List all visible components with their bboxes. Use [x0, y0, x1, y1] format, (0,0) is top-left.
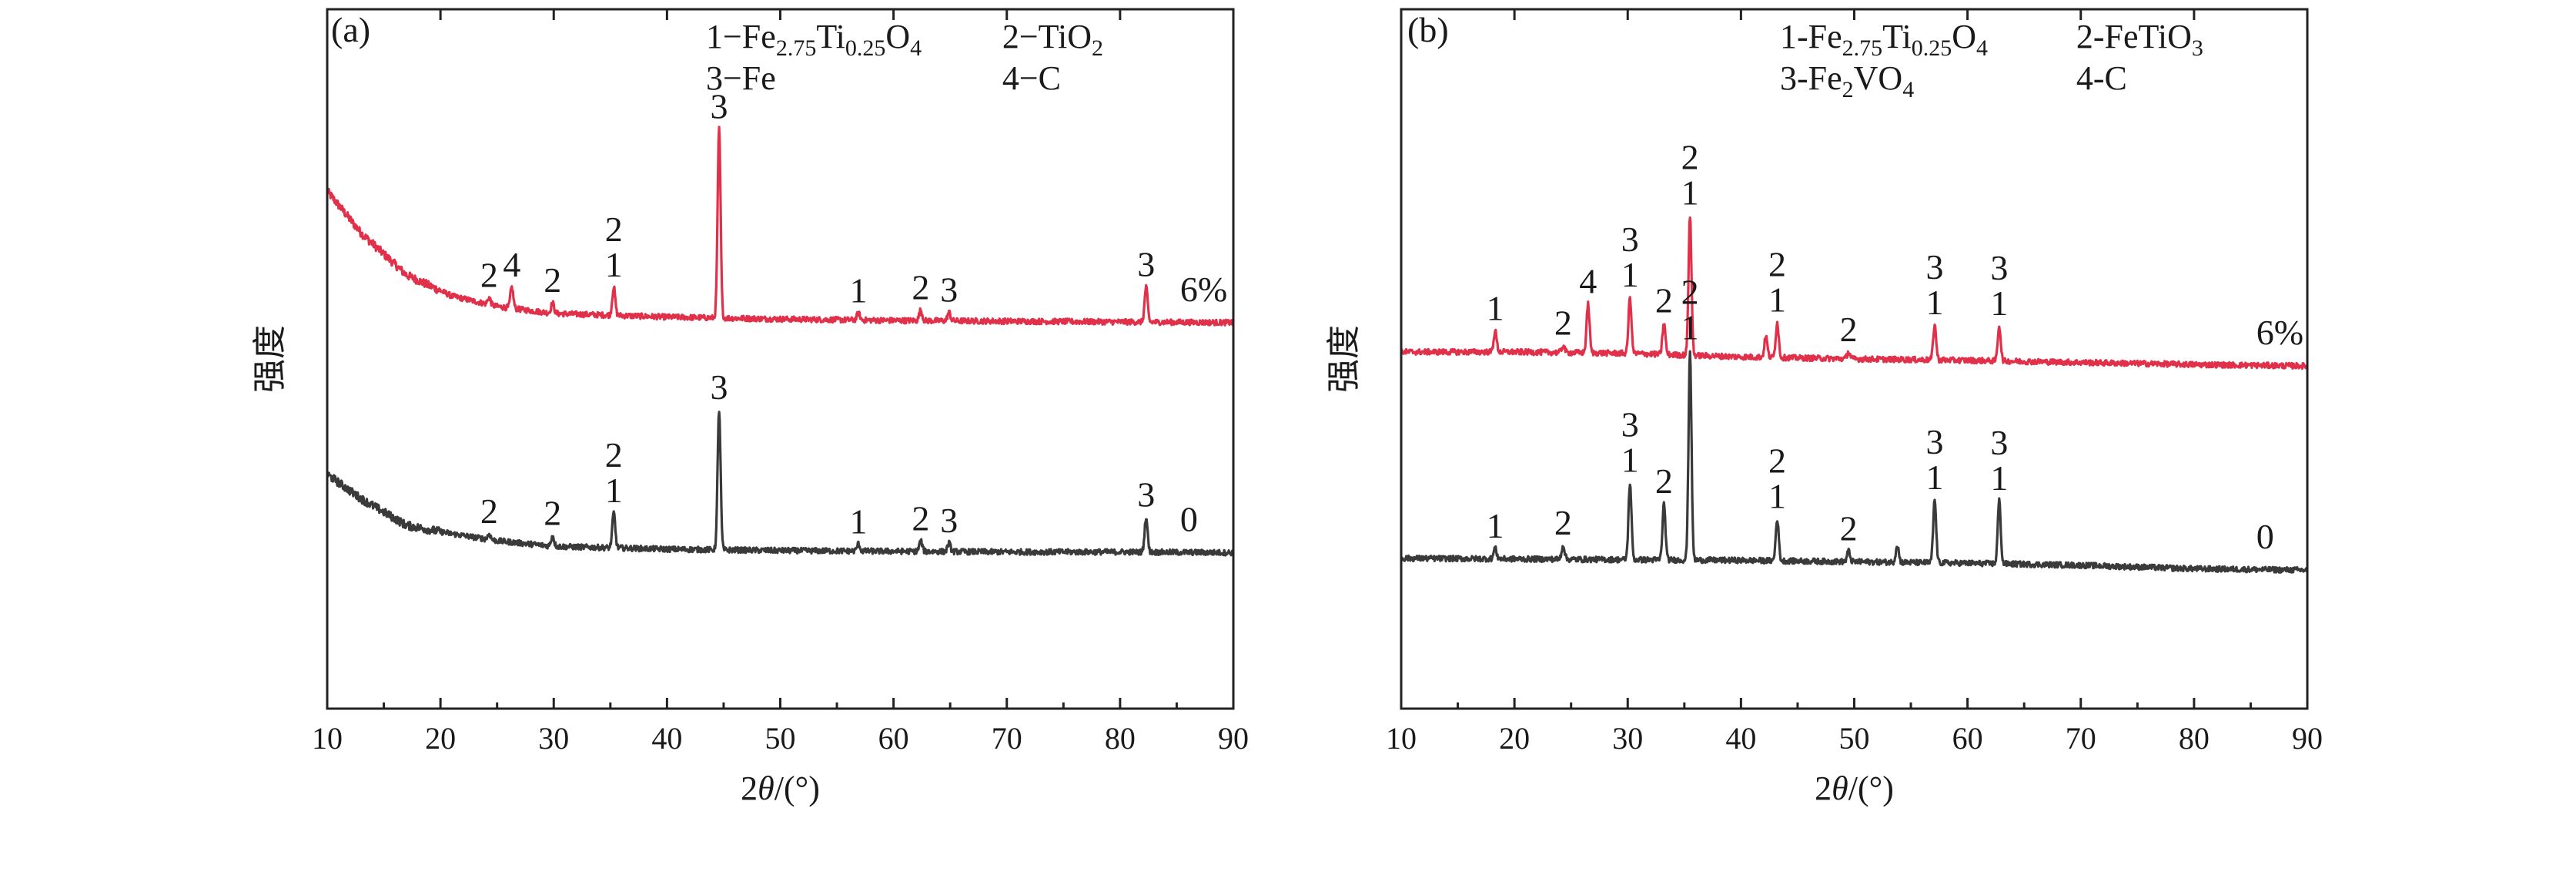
legend-entry: 4−C — [1002, 59, 1061, 97]
peak-label: 1 — [1681, 308, 1699, 347]
series-line-6% — [1400, 216, 2309, 370]
x-tick-label: 30 — [1612, 721, 1643, 756]
x-tick-label: 80 — [1105, 721, 1136, 756]
peak-label: 1 — [1925, 283, 1943, 322]
peak-label: 1 — [1487, 506, 1504, 545]
x-tick-label: 30 — [538, 721, 569, 756]
peak-label: 2 — [1840, 310, 1858, 349]
legend-entry: 2-FeTiO3 — [2076, 18, 2203, 61]
legend-entry: 1-Fe2.75Ti0.25O4 — [1780, 18, 1988, 61]
x-tick-label: 60 — [1952, 721, 1983, 756]
peak-label: 1 — [1487, 289, 1504, 328]
legend-entry: 2−TiO2 — [1002, 18, 1103, 61]
x-tick-label: 90 — [2292, 721, 2323, 756]
peak-label: 2 — [1768, 245, 1786, 284]
x-tick-label: 90 — [1218, 721, 1249, 756]
peak-label: 1 — [1621, 255, 1639, 294]
x-tick-label: 20 — [425, 721, 456, 756]
x-tick-label: 40 — [651, 721, 682, 756]
peak-label: 1 — [850, 270, 868, 310]
peak-label: 1 — [850, 501, 868, 541]
peak-label: 2 — [1681, 273, 1699, 312]
series-line-0 — [326, 411, 1235, 557]
legend-entry: 1−Fe2.75Ti0.25O4 — [706, 18, 922, 61]
peak-label: 1 — [1990, 458, 2008, 498]
series-line-0 — [1400, 350, 2309, 574]
peak-label: 3 — [711, 87, 728, 126]
peak-label: 3 — [1990, 248, 2008, 287]
x-tick-label: 70 — [992, 721, 1022, 756]
plot-frame — [326, 8, 1235, 710]
x-axis-label: 2θ/(°) — [1815, 769, 1894, 807]
series-name-label: 0 — [2257, 517, 2274, 556]
peak-label: 2 — [480, 491, 498, 531]
x-tick-label: 10 — [1386, 721, 1417, 756]
x-tick-label: 70 — [2066, 721, 2096, 756]
peak-label: 2 — [1554, 303, 1572, 343]
panel-b-tag: (b) — [1407, 10, 1449, 49]
peak-label: 1 — [1621, 441, 1639, 480]
series-name-label: 6% — [1180, 270, 1227, 309]
peak-label: 4 — [1579, 262, 1597, 301]
peak-label: 3 — [1621, 405, 1639, 444]
peak-label: 3 — [1621, 220, 1639, 259]
peak-label: 3 — [940, 501, 958, 540]
x-tick-label: 50 — [765, 721, 796, 756]
x-tick-label: 80 — [2179, 721, 2210, 756]
x-tick-label: 50 — [1839, 721, 1870, 756]
legend-entry: 4-C — [2076, 59, 2127, 97]
peak-label: 4 — [503, 245, 520, 284]
peak-label: 2 — [605, 435, 623, 474]
peak-label: 2 — [1681, 138, 1699, 177]
peak-label: 3 — [1925, 422, 1943, 461]
peak-label: 2 — [1554, 503, 1572, 542]
x-tick-label: 10 — [312, 721, 343, 756]
panel-a-tag: (a) — [331, 10, 370, 49]
peak-label: 2 — [1768, 441, 1786, 481]
legend-entry: 3-Fe2VO4 — [1780, 59, 1914, 102]
peak-label: 2 — [544, 260, 561, 300]
peak-label: 2 — [1655, 280, 1673, 320]
series-name-label: 0 — [1180, 500, 1198, 539]
series-line-6% — [326, 126, 1235, 327]
x-axis-label: 2θ/(°) — [741, 769, 820, 807]
y-axis-label: 强度 — [251, 325, 289, 393]
peak-label: 2 — [912, 268, 929, 307]
legend-entry: 3−Fe — [706, 59, 776, 97]
peak-label: 1 — [1768, 477, 1786, 516]
x-tick-label: 20 — [1499, 721, 1530, 756]
x-tick-label: 40 — [1725, 721, 1756, 756]
peak-label: 1 — [1990, 283, 2008, 323]
peak-label: 1 — [605, 245, 623, 284]
peak-label: 1 — [1925, 458, 1943, 497]
peak-label: 3 — [1990, 423, 2008, 462]
peak-label: 3 — [1137, 474, 1155, 514]
y-axis-label: 强度 — [1325, 325, 1363, 393]
peak-label: 2 — [1840, 509, 1858, 548]
peak-label: 3 — [711, 367, 728, 407]
peak-label: 1 — [605, 471, 623, 510]
peak-label: 2 — [605, 210, 623, 249]
peak-label: 2 — [480, 255, 498, 294]
peak-label: 2 — [1655, 461, 1673, 501]
peak-label: 1 — [1681, 173, 1699, 213]
peak-label: 2 — [912, 498, 929, 538]
peak-label: 2 — [544, 494, 561, 533]
peak-label: 3 — [1925, 247, 1943, 287]
series-name-label: 6% — [2257, 313, 2303, 352]
peak-label: 3 — [940, 270, 958, 310]
x-tick-label: 60 — [878, 721, 909, 756]
peak-label: 3 — [1137, 245, 1155, 284]
peak-label: 1 — [1768, 280, 1786, 320]
